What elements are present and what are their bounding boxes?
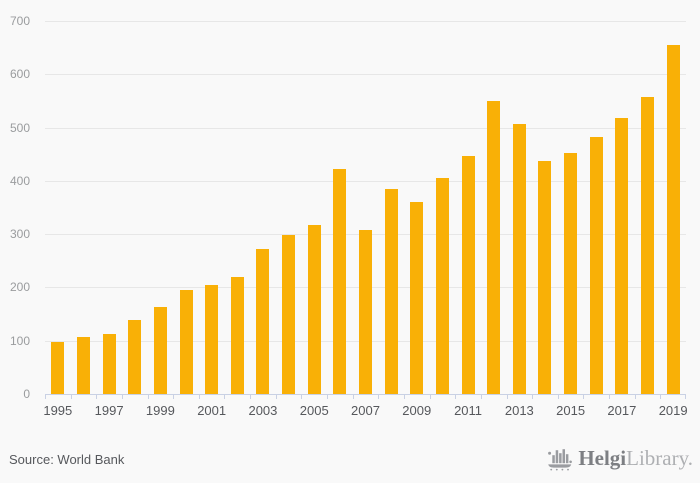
- x-axis-tick: [199, 394, 200, 399]
- x-axis-tick: [276, 394, 277, 399]
- bar-2008: [384, 189, 398, 394]
- x-axis-tick: [507, 394, 508, 399]
- gridline-400: [45, 180, 686, 182]
- bar-1999: [153, 307, 167, 394]
- plot-area: [45, 21, 686, 399]
- x-axis-tick: [635, 394, 636, 399]
- y-axis-label: 600: [9, 67, 30, 82]
- helgi-logo-icon: [548, 448, 573, 470]
- x-axis-label: 2007: [351, 403, 380, 418]
- x-axis-tick: [430, 394, 431, 399]
- bar-1997: [102, 334, 116, 394]
- bar-2019: [666, 45, 680, 394]
- source-note: Source: World Bank: [9, 452, 125, 467]
- bar-2000: [179, 290, 193, 394]
- x-axis-tick: [148, 394, 149, 399]
- brand-helgi: Helgi: [578, 446, 627, 470]
- x-axis-tick: [327, 394, 328, 399]
- bar-2009: [410, 202, 424, 394]
- y-axis-label: 200: [9, 280, 30, 295]
- bar-2005: [307, 225, 321, 394]
- x-axis-tick: [558, 394, 559, 399]
- bar-2010: [435, 178, 449, 394]
- x-axis-label: 1995: [43, 403, 73, 418]
- x-axis-tick: [250, 394, 251, 399]
- helgi-library-logo: HelgiLibrary.: [547, 444, 693, 472]
- x-axis-label: 2003: [248, 403, 278, 418]
- gridline-500: [45, 127, 686, 129]
- y-axis-label: 400: [9, 173, 30, 188]
- x-axis-tick: [532, 394, 533, 399]
- x-axis-label: 2017: [607, 403, 637, 418]
- bar-2014: [538, 161, 552, 394]
- x-axis-label: 2001: [197, 403, 227, 418]
- x-axis-tick: [71, 394, 72, 399]
- brand-wordmark: HelgiLibrary.: [578, 444, 693, 472]
- x-axis-label: 1999: [145, 403, 175, 418]
- x-axis-tick: [455, 394, 456, 399]
- x-axis-label: 2013: [504, 403, 534, 418]
- y-axis-label: 300: [9, 227, 30, 242]
- x-axis-tick: [685, 394, 686, 399]
- bar-2017: [615, 118, 629, 394]
- x-axis-tick: [583, 394, 584, 399]
- bar-2002: [230, 277, 244, 394]
- x-axis-label: 2009: [402, 403, 432, 418]
- bar-2015: [564, 153, 578, 394]
- x-axis-tick: [224, 394, 225, 399]
- y-axis-label: 100: [9, 333, 30, 348]
- x-axis-tick: [173, 394, 174, 399]
- x-axis-tick: [45, 394, 46, 399]
- bar-1995: [51, 342, 65, 394]
- x-axis-tick: [481, 394, 482, 399]
- bar-2013: [512, 124, 526, 394]
- x-axis-tick: [301, 394, 302, 399]
- x-axis-tick: [122, 394, 123, 399]
- gridline-600: [45, 74, 686, 76]
- bar-2016: [589, 137, 603, 394]
- y-axis-label: 700: [9, 14, 30, 28]
- bar-2001: [205, 285, 219, 394]
- x-axis-label: 2011: [454, 403, 483, 418]
- brand-library: Library.: [626, 446, 693, 470]
- x-axis-tick: [353, 394, 354, 399]
- bar-2007: [359, 230, 372, 394]
- bar-1998: [128, 320, 142, 394]
- x-axis-tick: [404, 394, 405, 399]
- bar-2003: [256, 249, 270, 394]
- x-axis-tick: [609, 394, 610, 399]
- bar-2012: [487, 101, 501, 394]
- x-axis-tick: [378, 394, 379, 399]
- bar-2011: [461, 156, 475, 394]
- bar-2018: [641, 97, 655, 394]
- x-axis-label: 1997: [94, 403, 124, 418]
- bar-1996: [76, 337, 90, 394]
- bar-2006: [333, 169, 347, 394]
- gridline-700: [45, 21, 686, 22]
- bar-2004: [282, 235, 296, 394]
- x-axis-tick: [660, 394, 661, 399]
- y-axis-label: 500: [9, 120, 30, 135]
- x-axis-label: 2015: [556, 403, 586, 418]
- x-axis-label: 2005: [299, 403, 329, 418]
- x-axis-tick: [96, 394, 97, 399]
- x-axis-label: 2019: [658, 403, 688, 418]
- y-axis-label: 0: [23, 387, 30, 401]
